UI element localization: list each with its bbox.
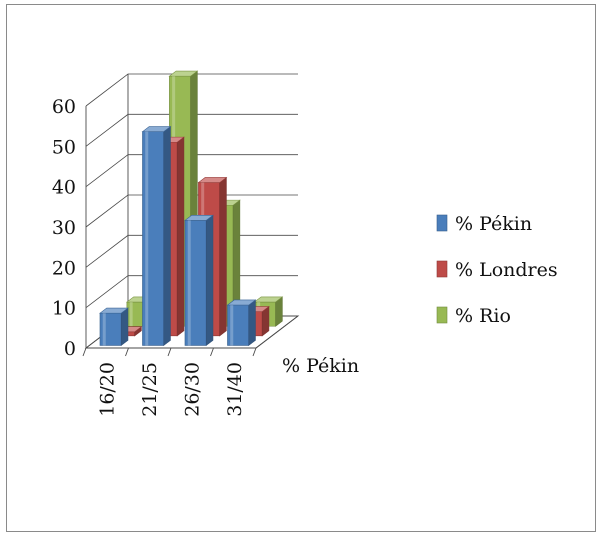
y-tick-label: 60: [52, 96, 76, 118]
y-tick-label: 30: [52, 217, 76, 239]
gridline: [85, 194, 298, 228]
legend-swatch: [436, 214, 448, 232]
x-tick-mark: [210, 347, 214, 357]
x-tick-mark: [167, 347, 172, 357]
bar: [99, 307, 129, 347]
legend-swatch: [436, 260, 448, 278]
bar: [141, 125, 172, 347]
y-tick-label: 10: [52, 298, 76, 320]
x-tick-label: 31/40: [224, 362, 246, 417]
gridlines: [85, 73, 298, 349]
x-tick-mark: [125, 347, 129, 357]
gridline: [85, 275, 298, 308]
y-tick-label: 40: [52, 177, 76, 199]
gridline: [85, 73, 298, 107]
x-tick-mark: [82, 347, 87, 357]
y-tick-label: 50: [52, 136, 76, 158]
x-tick-label: 16/20: [96, 362, 118, 417]
legend-label: % Londres: [455, 259, 558, 281]
legend-label: % Pékin: [455, 213, 532, 235]
bar: [184, 214, 214, 347]
x-axis-ticks: 16/20 21/25 26/30 31/40: [82, 315, 299, 417]
legend: % Pékin % Londres % Rio: [436, 213, 558, 327]
legend-swatch: [436, 306, 448, 324]
y-tick-label: 0: [64, 338, 76, 360]
y-axis-ticks: 0 10 20 30 40 50 60: [52, 96, 76, 360]
legend-label: % Rio: [455, 305, 511, 327]
depth-axis-label: % Pékin: [282, 355, 359, 377]
legend-item: % Londres: [436, 259, 558, 281]
y-tick-label: 20: [52, 257, 76, 279]
x-tick-label: 26/30: [181, 362, 203, 417]
depth-axis-line: [255, 315, 299, 349]
legend-item: % Pékin: [436, 213, 532, 235]
x-tick-label: 21/25: [139, 362, 161, 417]
gridline: [85, 113, 298, 147]
bars: [99, 70, 284, 347]
gridline: [85, 154, 298, 187]
x-tick-mark: [252, 347, 257, 357]
legend-item: % Rio: [436, 305, 511, 327]
gridline: [85, 234, 298, 268]
bar: [226, 299, 257, 347]
